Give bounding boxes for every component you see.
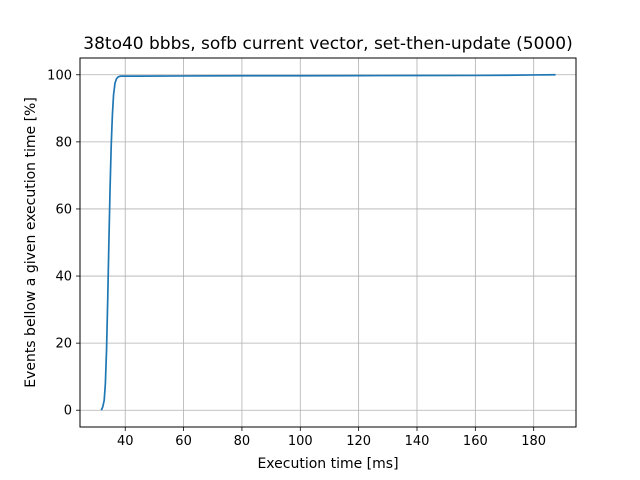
x-tick-label: 60 [175, 434, 192, 449]
x-tick-label: 160 [463, 434, 488, 449]
y-tick-label: 20 [55, 337, 72, 352]
ticks: 40 60 80 100 120 140 160 180 0 20 40 60 80 100 [47, 68, 546, 449]
y-tick-label: 100 [47, 68, 72, 83]
plot-frame [79, 57, 577, 428]
grid [80, 58, 576, 427]
x-tick-label: 80 [234, 434, 251, 449]
x-tick-label: 100 [288, 434, 313, 449]
y-tick-label: 60 [55, 202, 72, 217]
chart-title: 38to40 bbbs, sofb current vector, set-th… [83, 34, 572, 54]
x-tick-label: 40 [117, 434, 134, 449]
y-tick-label: 80 [55, 135, 72, 150]
y-tick-label: 40 [55, 270, 72, 285]
x-axis-label: Execution time [ms] [257, 456, 398, 472]
series-layer [100, 73, 556, 411]
x-tick-label: 120 [346, 434, 371, 449]
y-tick-label: 0 [64, 404, 72, 419]
series-line [100, 73, 556, 411]
x-tick-label: 180 [521, 434, 546, 449]
x-tick-label: 140 [405, 434, 430, 449]
y-axis-label: Events bellow a given execution time [%] [23, 97, 39, 388]
